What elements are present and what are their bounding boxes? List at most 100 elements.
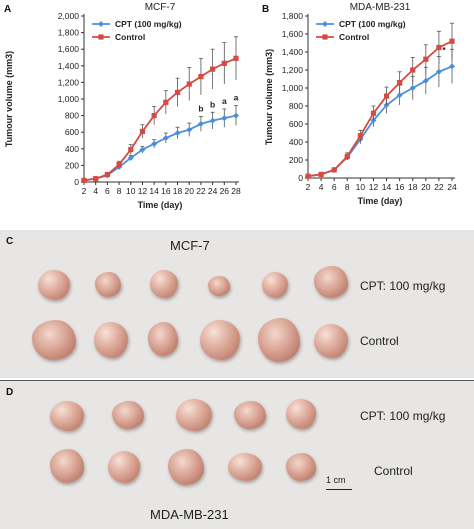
x-axis-label: Time (day)	[138, 200, 183, 210]
data-point-cpt	[151, 140, 158, 147]
x-tick-label: 4	[319, 182, 324, 192]
row-label-mcf7-control: Control	[360, 334, 399, 348]
data-point-cpt	[233, 112, 239, 119]
x-tick-label: 12	[369, 182, 379, 192]
data-point-cpt	[409, 85, 416, 91]
tumor-control-2	[94, 322, 128, 358]
x-tick-label: 8	[345, 182, 350, 192]
x-tick-label: 2	[82, 186, 87, 196]
significance-label: b	[210, 99, 215, 109]
data-point-control	[331, 167, 337, 173]
legend-label: CPT (100 mg/kg)	[115, 19, 182, 29]
x-tick-label: 6	[332, 182, 337, 192]
y-tick-label: 1,600	[282, 29, 304, 39]
scale-bar-label: 1 cm	[326, 475, 346, 485]
y-tick-label: 200	[65, 160, 79, 170]
x-tick-label: 16	[161, 186, 171, 196]
data-point-control	[151, 113, 157, 119]
x-tick-label: 2	[306, 182, 311, 192]
y-tick-label: 2,000	[58, 11, 80, 21]
data-point-control	[370, 110, 377, 116]
x-tick-label: 18	[173, 186, 183, 196]
data-point-cpt	[139, 146, 146, 153]
x-tick-label: 12	[138, 186, 148, 196]
x-tick-label: 28	[231, 186, 241, 196]
y-tick-label: 0	[298, 173, 303, 183]
x-tick-label: 10	[356, 182, 366, 192]
data-point-control	[233, 55, 239, 61]
y-tick-label: 600	[289, 119, 303, 129]
x-tick-label: 6	[105, 186, 110, 196]
tumor-photo-panel-mda-mb-231: D CPT: 100 mg/kg Control 1 cm MDA-MB-231	[0, 380, 474, 529]
data-point-control	[174, 89, 181, 95]
data-point-control	[163, 99, 169, 105]
data-point-cpt	[396, 92, 403, 99]
photo-title-mcf7: MCF-7	[170, 238, 210, 253]
tumor-control-6	[314, 324, 348, 358]
data-point-cpt	[186, 126, 193, 133]
data-point-control	[423, 56, 429, 62]
y-axis-label: Tumour volume (mm3)	[264, 49, 274, 145]
tumor-control-3	[148, 322, 178, 356]
tumor-cpt-4	[234, 401, 266, 429]
row-label-mcf7-cpt: CPT: 100 mg/kg	[360, 279, 446, 293]
significance-label: b	[198, 103, 203, 113]
tumor-cpt-2	[95, 272, 121, 297]
y-tick-label: 200	[289, 155, 303, 165]
data-point-control	[93, 176, 99, 182]
x-tick-label: 24	[447, 182, 457, 192]
data-point-control	[139, 128, 146, 134]
x-tick-label: 24	[208, 186, 218, 196]
data-point-cpt	[197, 120, 204, 127]
tumor-control-1	[32, 320, 76, 360]
data-point-control	[221, 60, 227, 66]
data-point-control	[198, 73, 204, 80]
tumor-control-1	[50, 449, 84, 483]
x-tick-label: 4	[93, 186, 98, 196]
x-tick-label: 20	[421, 182, 431, 192]
y-tick-label: 1,400	[58, 61, 80, 71]
tumor-cpt-1	[38, 270, 70, 300]
scale-bar	[326, 489, 352, 490]
data-point-cpt	[435, 68, 442, 75]
data-point-control	[116, 161, 122, 168]
data-point-cpt	[209, 117, 216, 124]
x-tick-label: 10	[126, 186, 136, 196]
tumor-control-5	[286, 453, 316, 481]
chart-mcf7: A MCF-7 0 200 400 600 800 1,000 1,200 1,400 1,600…	[4, 2, 241, 210]
row-label-mda-control: Control	[374, 464, 413, 478]
y-tick-label: 1,200	[282, 65, 304, 75]
panel-letter-d: D	[6, 387, 14, 398]
x-tick-label: 20	[184, 186, 194, 196]
tumor-control-4	[200, 320, 240, 360]
legend-label: CPT (100 mg/kg)	[339, 19, 406, 29]
x-tick-label: 18	[408, 182, 418, 192]
tumor-control-3	[168, 449, 204, 485]
data-point-control	[104, 171, 110, 178]
x-tick-label: 8	[117, 186, 122, 196]
tumor-cpt-3	[176, 399, 212, 431]
data-point-cpt	[127, 154, 134, 161]
data-point-cpt	[221, 115, 228, 122]
legend-label: Control	[339, 32, 369, 42]
legend-label: Control	[115, 32, 145, 42]
series-line-control	[307, 40, 453, 178]
tumor-cpt-1	[50, 401, 84, 431]
chart-mda-mb-231: B MDA-MB-231 0 200 400 600 800 1,000 1,200 1,400…	[262, 2, 457, 206]
row-label-mda-cpt: CPT: 100 mg/kg	[360, 409, 446, 423]
data-point-control	[383, 93, 390, 99]
tumor-cpt-6	[314, 266, 348, 298]
tumor-control-2	[108, 451, 140, 483]
tumor-cpt-5	[262, 272, 288, 298]
tumor-control-4	[228, 453, 262, 481]
x-tick-label: 26	[220, 186, 230, 196]
y-tick-label: 1,000	[58, 94, 80, 104]
y-tick-label: 1,200	[58, 77, 80, 87]
x-tick-label: 14	[382, 182, 392, 192]
significance-label: a	[222, 96, 227, 106]
y-tick-label: 1,600	[58, 44, 80, 54]
y-tick-label: 1,800	[58, 28, 80, 38]
x-tick-label: 16	[395, 182, 405, 192]
y-tick-label: 400	[289, 137, 303, 147]
y-axis-label: Tumour volume (mm3)	[4, 51, 14, 147]
